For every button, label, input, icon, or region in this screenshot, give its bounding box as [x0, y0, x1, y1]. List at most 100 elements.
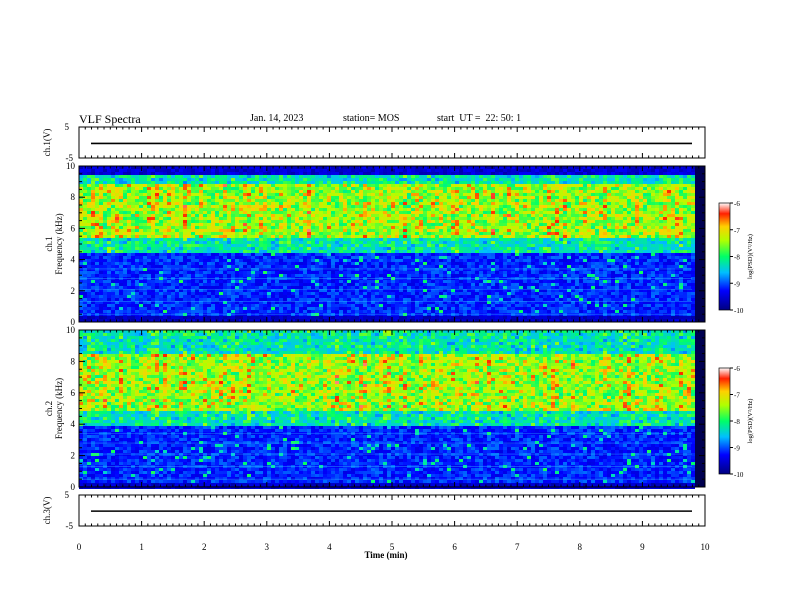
spec-cell: [95, 301, 99, 304]
spec-cell: [167, 247, 171, 250]
spec-cell: [343, 211, 347, 214]
spec-cell: [391, 316, 395, 319]
spec-cell: [395, 256, 399, 259]
spec-cell: [107, 238, 111, 241]
spec-cell: [427, 271, 431, 274]
spec-cell: [331, 190, 335, 193]
spec-cell: [235, 226, 239, 229]
spec-cell: [243, 217, 247, 220]
spec-cell: [287, 307, 291, 310]
spec-cell: [383, 196, 387, 199]
spec-cell: [407, 316, 411, 319]
spec-cell: [199, 208, 203, 211]
spec-cell: [95, 247, 99, 250]
spec-cell: [375, 292, 379, 295]
spec-cell: [279, 199, 283, 202]
spec-cell: [303, 247, 307, 250]
spec-cell: [447, 292, 451, 295]
spec-cell: [147, 271, 151, 274]
spec-cell: [219, 265, 223, 268]
spec-cell: [251, 295, 255, 298]
spec-cell: [439, 262, 443, 265]
spec-cell: [127, 316, 131, 319]
spec-cell: [251, 256, 255, 259]
spec-cell: [295, 172, 299, 175]
spec-cell: [179, 244, 183, 247]
spec-cell: [167, 172, 171, 175]
spec-cell: [103, 274, 107, 277]
spec-cell: [115, 238, 119, 241]
spec-cell: [139, 184, 143, 187]
spec-cell: [103, 256, 107, 259]
spec-cell: [271, 217, 275, 220]
spec-cell: [423, 271, 427, 274]
spec-cell: [251, 286, 255, 289]
spec-cell: [431, 208, 435, 211]
spec-cell: [263, 223, 267, 226]
spec-cell: [171, 307, 175, 310]
spec-cell: [239, 283, 243, 286]
spec-cell: [207, 226, 211, 229]
spec-cell: [191, 262, 195, 265]
spec-cell: [447, 283, 451, 286]
spec-cell: [147, 229, 151, 232]
spec-cell: [171, 178, 175, 181]
spec-cell: [415, 292, 419, 295]
spec-cell: [255, 223, 259, 226]
spec-cell: [155, 172, 159, 175]
spec-cell: [427, 307, 431, 310]
spec-cell: [87, 211, 91, 214]
spec-cell: [407, 310, 411, 313]
spec-cell: [139, 304, 143, 307]
spec-cell: [139, 271, 143, 274]
spec-cell: [391, 250, 395, 253]
spec-cell: [259, 217, 263, 220]
spec-cell: [215, 286, 219, 289]
spec-cell: [171, 208, 175, 211]
spec-cell: [359, 172, 363, 175]
spec-cell: [423, 250, 427, 253]
spec-cell: [83, 235, 87, 238]
spec-cell: [111, 220, 115, 223]
spec-cell: [255, 244, 259, 247]
spec-cell: [243, 316, 247, 319]
spec-cell: [147, 289, 151, 292]
spec-cell: [339, 175, 343, 178]
spec-cell: [459, 211, 463, 214]
spec-cell: [107, 169, 111, 172]
spec-cell: [155, 193, 159, 196]
spec-cell: [223, 172, 227, 175]
spec-cell: [259, 223, 263, 226]
spec-cell: [339, 244, 343, 247]
spec-cell: [407, 304, 411, 307]
spec-cell: [331, 169, 335, 172]
spec-cell: [291, 241, 295, 244]
spec-cell: [295, 226, 299, 229]
spec-cell: [251, 265, 255, 268]
spec-cell: [215, 283, 219, 286]
spec-cell: [143, 262, 147, 265]
spec-cell: [391, 280, 395, 283]
spec-cell: [371, 280, 375, 283]
spec-cell: [211, 298, 215, 301]
spec-cell: [415, 259, 419, 262]
spec-cell: [231, 235, 235, 238]
spec-cell: [327, 178, 331, 181]
spec-cell: [179, 181, 183, 184]
spec-cell: [143, 172, 147, 175]
spec-cell: [163, 181, 167, 184]
spec-cell: [171, 250, 175, 253]
spec-cell: [211, 217, 215, 220]
spec-cell: [451, 292, 455, 295]
spec-cell: [375, 208, 379, 211]
spec-cell: [243, 181, 247, 184]
spec-cell: [375, 196, 379, 199]
spec-cell: [143, 259, 147, 262]
spec-cell: [175, 244, 179, 247]
spec-cell: [219, 205, 223, 208]
spec-cell: [163, 319, 167, 322]
spec-cell: [399, 247, 403, 250]
spec-cell: [143, 166, 147, 169]
spec-cell: [343, 259, 347, 262]
spec-cell: [291, 253, 295, 256]
